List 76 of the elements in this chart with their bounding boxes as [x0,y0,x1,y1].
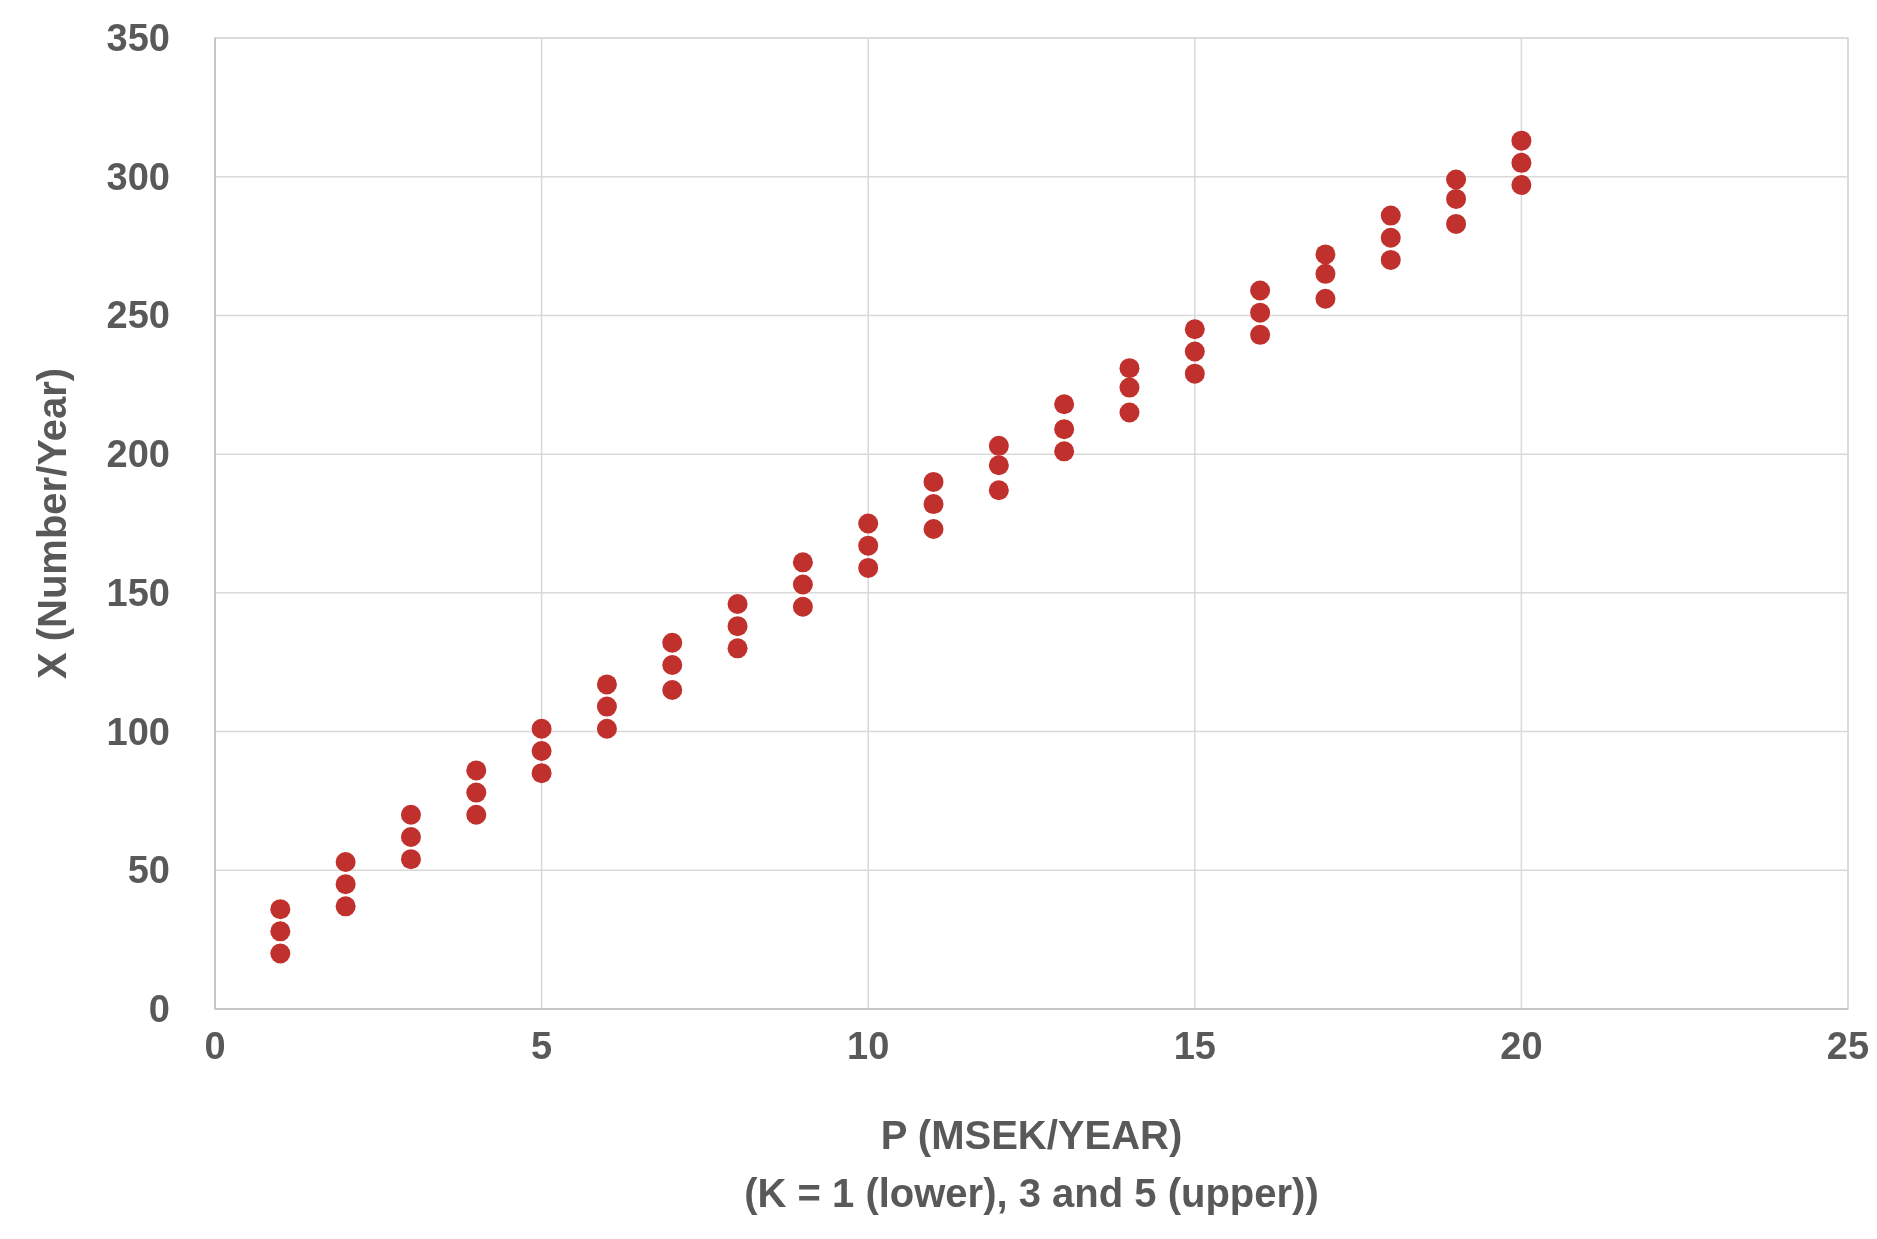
x-tick-label: 5 [531,1025,553,1067]
x-tick-label: 15 [1173,1025,1216,1067]
point [662,632,683,653]
point [988,435,1009,456]
point [466,760,487,781]
point [923,519,944,540]
point [1119,358,1140,379]
point [270,899,291,920]
y-tick-label: 100 [106,710,170,753]
point [1250,280,1271,301]
x-tick-label: 20 [1500,1025,1543,1067]
point [727,616,748,637]
y-tick-label: 50 [127,849,170,892]
y-tick-label: 200 [106,433,170,476]
x-tick-label: 10 [847,1025,890,1067]
point [531,718,552,739]
point [596,718,617,739]
point [335,896,356,917]
point [988,480,1009,501]
point [1511,175,1532,196]
point [662,654,683,675]
point [792,552,813,573]
point [1380,249,1401,270]
y-tick-label: 350 [106,17,170,59]
point [1315,288,1336,309]
point [466,804,487,825]
point [923,494,944,515]
point [531,763,552,784]
point [1315,244,1336,265]
point [335,851,356,872]
y-tick-label: 0 [148,988,170,1030]
point [1446,213,1467,234]
y-tick-label: 150 [106,571,170,614]
x-axis-title: P (MSEK/YEAR) (K = 1 (lower), 3 and 5 (upper)) [744,1113,1319,1215]
x-tick-label: 25 [1826,1025,1870,1067]
point [270,943,291,964]
point [1511,152,1532,173]
point [1119,377,1140,398]
point [400,826,421,847]
point [988,455,1009,476]
point [1315,263,1336,284]
point [792,574,813,595]
point [1054,419,1075,440]
point [1380,205,1401,226]
point [270,921,291,942]
y-tick-label: 300 [106,155,170,198]
point [858,557,879,578]
point [400,849,421,870]
point [596,674,617,695]
point [596,696,617,717]
x-tick-label: 0 [204,1025,226,1067]
point [1446,169,1467,190]
point [1119,402,1140,423]
point [792,596,813,617]
point [335,874,356,895]
point [662,679,683,700]
point [1446,188,1467,209]
point [1184,341,1205,362]
point [727,638,748,659]
point [1184,319,1205,340]
point [1054,394,1075,415]
point [923,471,944,492]
point [858,513,879,534]
point [1511,130,1532,151]
y-axis-title: X (Number/Year) [30,367,74,680]
point [1184,363,1205,384]
point [400,804,421,825]
point [1380,227,1401,248]
point [1054,441,1075,462]
point [727,593,748,614]
y-tick-label: 250 [106,294,170,337]
point [1250,302,1271,323]
point [1250,324,1271,345]
point [466,782,487,803]
point [858,535,879,556]
point [531,740,552,761]
